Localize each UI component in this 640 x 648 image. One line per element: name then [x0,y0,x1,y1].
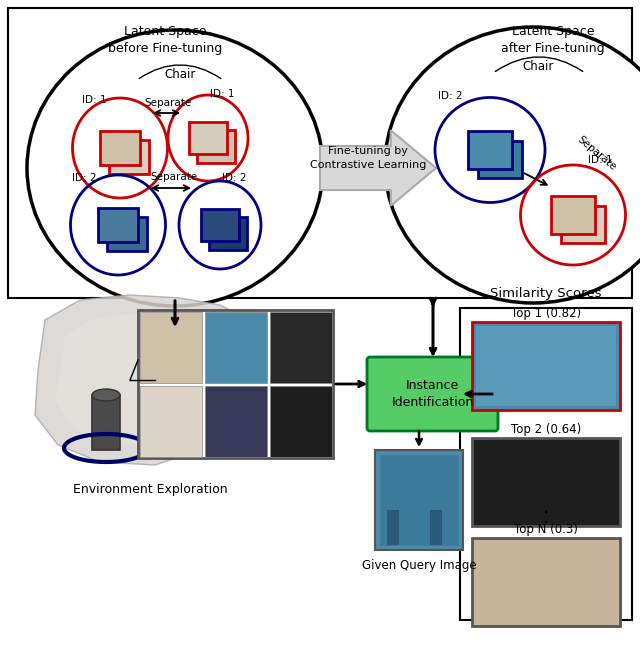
Bar [551,196,595,234]
Bar [197,130,236,163]
Bar [561,206,605,244]
Text: Chair: Chair [522,60,554,73]
Text: ID: 2: ID: 2 [222,173,246,183]
Bar [472,538,620,626]
Text: ID: 2: ID: 2 [438,91,463,101]
Text: Given Query Image: Given Query Image [362,559,476,572]
Polygon shape [35,295,265,465]
Text: Environment Exploration: Environment Exploration [73,483,227,496]
Bar [476,326,616,406]
Polygon shape [320,130,436,205]
Bar [269,312,332,382]
Text: Chair: Chair [164,67,196,80]
Bar [205,312,266,382]
Bar [201,209,239,241]
Bar [8,8,632,298]
Bar [472,322,620,410]
Bar [460,308,632,620]
Bar [189,122,227,154]
Bar [92,395,120,450]
Bar [375,450,463,550]
Bar [98,208,138,242]
Bar [138,310,333,458]
Text: .: . [543,508,549,527]
Text: Latent Space
before Fine-tuning: Latent Space before Fine-tuning [108,25,222,55]
Text: Top N (0.3): Top N (0.3) [514,523,578,536]
Text: ID: 1: ID: 1 [210,89,234,99]
Text: Latent Space
after Fine-tuning: Latent Space after Fine-tuning [501,25,605,55]
Text: Separate: Separate [145,98,191,108]
Text: Fine-tuning by
Contrastive Learning: Fine-tuning by Contrastive Learning [310,146,426,170]
Text: ID: 1: ID: 1 [82,95,106,105]
Bar [100,131,140,165]
Text: Top 2 (0.64): Top 2 (0.64) [511,423,581,436]
Text: ID: 2: ID: 2 [72,173,97,183]
Text: Instance
Identification: Instance Identification [392,379,474,409]
Bar [107,217,147,251]
Bar [109,140,149,174]
Text: Separate: Separate [575,134,618,172]
Text: Similarity Scores: Similarity Scores [490,287,602,300]
Bar [269,386,332,456]
Bar [205,386,266,456]
Ellipse shape [385,27,640,303]
FancyBboxPatch shape [367,357,498,431]
Text: Top 1 (0.82): Top 1 (0.82) [511,307,581,320]
Bar [477,141,522,178]
Bar [379,454,459,546]
Bar [387,510,399,545]
Bar [140,386,202,456]
Text: ID: 1: ID: 1 [588,155,612,165]
Text: .: . [543,498,549,517]
Text: Separate: Separate [150,172,198,182]
Bar [140,312,202,382]
Polygon shape [55,313,240,445]
Bar [209,217,248,249]
Bar [468,132,512,168]
Ellipse shape [92,389,120,401]
Bar [472,438,620,526]
Ellipse shape [27,30,323,306]
Bar [430,510,442,545]
